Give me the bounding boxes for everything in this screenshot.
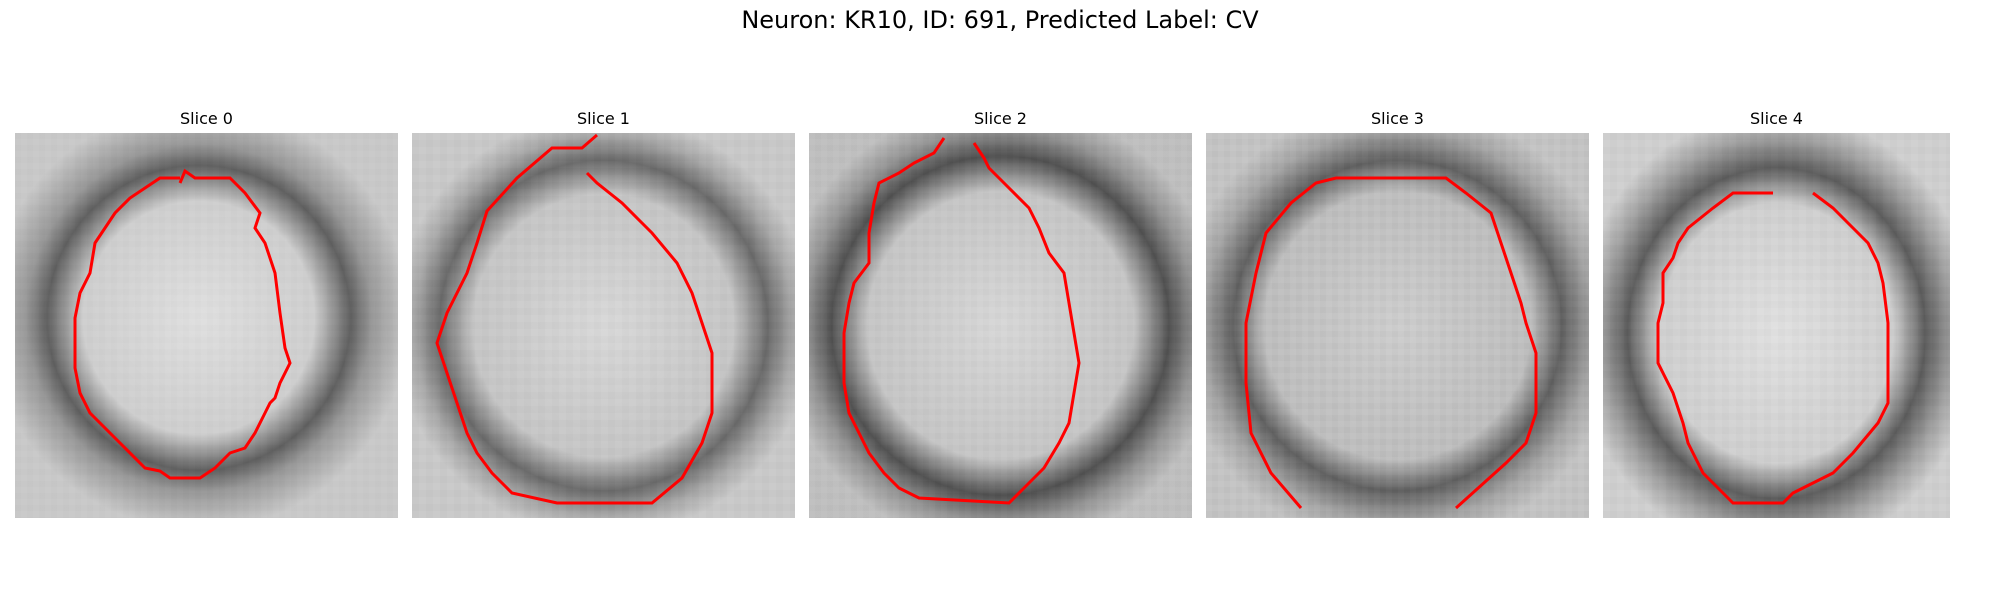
slice-panel-3: Slice 3 xyxy=(1206,109,1589,518)
slice-panel-1: Slice 1 xyxy=(412,109,795,518)
slice-panel-2: Slice 2 xyxy=(809,109,1192,518)
slice-title-4: Slice 4 xyxy=(1750,109,1803,128)
contour-line-4 xyxy=(1656,191,1890,505)
contour-line-1 xyxy=(435,133,714,505)
slice-image-4 xyxy=(1603,133,1950,518)
contour-line-3 xyxy=(1244,176,1538,510)
slice-image-0 xyxy=(15,133,398,518)
slice-panel-0: Slice 0 xyxy=(15,109,398,518)
slice-image-1 xyxy=(412,133,795,518)
slice-panel-4: Slice 4 xyxy=(1603,109,1950,518)
figure-title: Neuron: KR10, ID: 691, Predicted Label: … xyxy=(741,6,1259,34)
slice-image-2 xyxy=(809,133,1192,518)
contour-line-2-left xyxy=(842,137,1081,505)
slice-image-3 xyxy=(1206,133,1589,518)
slice-title-2: Slice 2 xyxy=(974,109,1027,128)
slice-title-3: Slice 3 xyxy=(1371,109,1424,128)
slice-title-1: Slice 1 xyxy=(577,109,630,128)
slice-title-0: Slice 0 xyxy=(180,109,233,128)
contour-line-0 xyxy=(73,168,292,480)
